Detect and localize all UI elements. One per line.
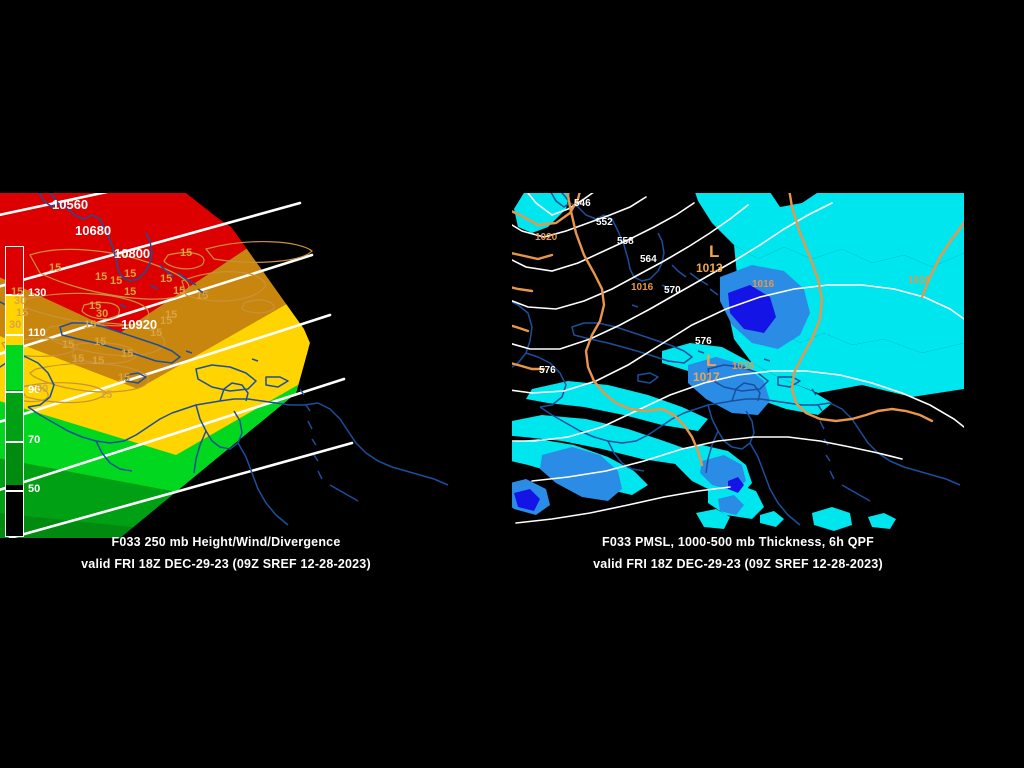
thickness-contour-label: 558 xyxy=(617,236,634,247)
colorbar-segment xyxy=(6,443,23,486)
colorbar-tick-label: 50 xyxy=(28,483,41,495)
divergence-contour-label: 15 xyxy=(92,355,105,367)
panel-title-left-line1: F033 250 mb Height/Wind/Divergence xyxy=(111,535,341,549)
divergence-contour-label: 15 xyxy=(72,353,85,365)
map-graphic-left xyxy=(0,193,452,538)
thickness-contour-label: 576 xyxy=(695,336,712,347)
colorbar-segment xyxy=(6,390,23,444)
pmsl-contour-label: 1016 xyxy=(732,361,755,372)
low-pressure-value: 1013 xyxy=(696,261,723,275)
colorbar-tick-line xyxy=(5,490,24,492)
divergence-contour-label: 15 xyxy=(100,389,113,401)
panel-title-right: F033 PMSL, 1000-500 mb Thickness, 6h QPF… xyxy=(512,531,964,575)
divergence-contour-label: 15 xyxy=(94,336,107,348)
low-pressure-marker: L xyxy=(709,242,720,261)
thickness-contour-label: 546 xyxy=(574,198,591,209)
divergence-contour-label: 15 xyxy=(89,300,102,312)
colorbar-tick-label: 110 xyxy=(28,327,46,339)
panel-pmsl-thickness-qpf: 10.005.003.002.001.501.000.500.250.100.0… xyxy=(512,0,1024,768)
map-canvas-left[interactable] xyxy=(0,193,452,538)
low-pressure-value: 1017 xyxy=(693,370,720,384)
divergence-contour-label: 15 xyxy=(62,339,75,351)
pmsl-contour-label: 1016 xyxy=(908,275,931,286)
divergence-contour-label: 15 xyxy=(173,285,186,297)
height-contour-label: 10800 xyxy=(114,246,151,261)
thickness-contour-label: 576 xyxy=(539,365,556,376)
colorbar-segment xyxy=(6,294,23,346)
colorbar-tick-line xyxy=(5,391,24,393)
panel-title-right-line2: valid FRI 18Z DEC-29-23 (09Z SREF 12-28-… xyxy=(593,557,883,571)
divergence-contour-label: 15 xyxy=(180,247,193,259)
colorbar-tick-line xyxy=(5,294,24,296)
divergence-contour-label: 30 xyxy=(14,295,27,307)
height-contour-label: 10680 xyxy=(75,223,112,238)
colorbar-tick-line xyxy=(5,334,24,336)
divergence-contour-label: 30 xyxy=(96,308,109,320)
divergence-contour-label: 15 xyxy=(84,319,97,331)
divergence-contour-label: 15 xyxy=(16,307,29,319)
divergence-contour-label: 15 xyxy=(118,372,131,384)
panel-250mb-height-wind-divergence: 130 110 90 70 50 10560 10680 10800 10920 15 15 15 1… xyxy=(0,193,452,575)
colorbar-tick-label: 130 xyxy=(28,287,47,299)
divergence-contour-label: 15 xyxy=(196,290,209,302)
pmsl-contour-label: 1016 xyxy=(631,282,654,293)
pmsl-contour-label: 1020 xyxy=(535,232,558,243)
low-pressure-marker: L xyxy=(706,351,717,370)
colorbar-tick-label: 70 xyxy=(28,434,41,446)
map-canvas-right[interactable] xyxy=(512,193,964,538)
panel-title-left-line2: valid FRI 18Z DEC-29-23 (09Z SREF 12-28-… xyxy=(81,557,371,571)
divergence-contour-label: 15 xyxy=(110,275,123,287)
colorbar-segment xyxy=(6,247,23,295)
divergence-contour-label: 15 xyxy=(11,286,24,298)
colorbar-tick-line xyxy=(5,441,24,443)
panel-title-left: F033 250 mb Height/Wind/Divergence valid… xyxy=(0,531,452,575)
divergence-contour-label: 15 xyxy=(124,286,137,298)
divergence-contour-label: 15 xyxy=(121,348,134,360)
colorbar-tick-label: 90 xyxy=(28,384,41,396)
divergence-contour-label: 15 xyxy=(160,273,173,285)
divergence-contour-label: 15 xyxy=(124,268,137,280)
map-graphic-right xyxy=(512,193,964,538)
divergence-contour-label: 15 xyxy=(165,309,178,321)
thickness-contour-label: 570 xyxy=(664,285,681,296)
height-contour-label: 10560 xyxy=(52,197,89,212)
thickness-contour-label: 552 xyxy=(596,217,613,228)
divergence-contour-label: 15 xyxy=(49,262,62,274)
thickness-contour-label: 564 xyxy=(640,254,657,265)
divergence-contour-label: 30 xyxy=(9,319,22,331)
panel-title-right-line1: F033 PMSL, 1000-500 mb Thickness, 6h QPF xyxy=(602,535,874,549)
divergence-contour-label: 15 xyxy=(150,327,163,339)
divergence-contour-label: 30 xyxy=(36,383,49,395)
divergence-contour-label: 15 xyxy=(160,315,173,327)
qpf-fill-blue-dark xyxy=(514,285,776,511)
colorbar-segment xyxy=(6,485,23,536)
height-contour-label: 10920 xyxy=(121,317,158,332)
pmsl-contour-label: 1016 xyxy=(752,279,775,290)
colorbar-segment xyxy=(6,345,23,391)
divergence-contour-label: 15 xyxy=(95,271,108,283)
